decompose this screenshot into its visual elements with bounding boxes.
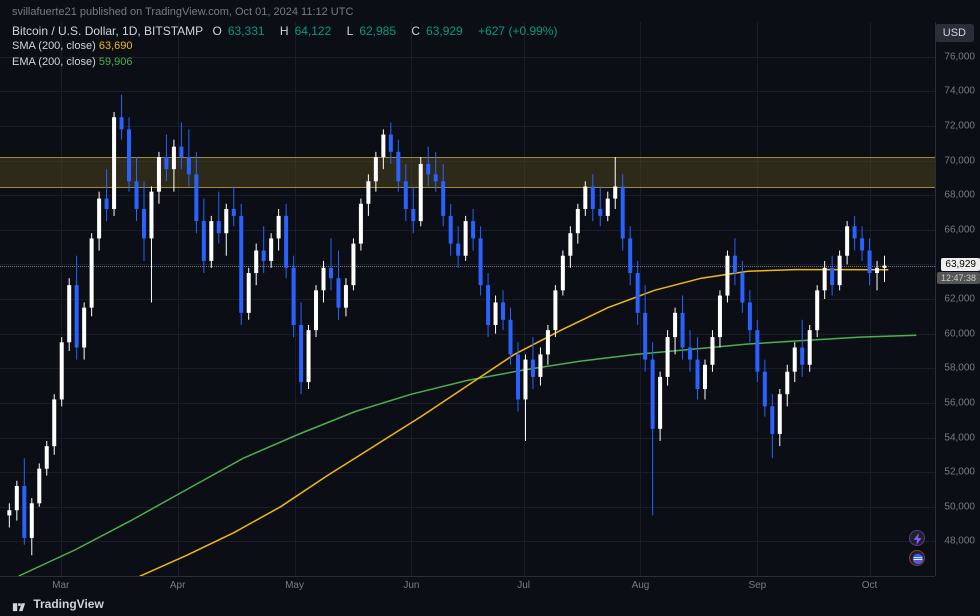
symbol-ohlc: Bitcoin / U.S. Dollar, 1D, BITSTAMP O63,… — [12, 24, 563, 38]
x-tick-label: Oct — [862, 580, 878, 591]
y-tick-label: 50,000 — [944, 501, 975, 512]
x-tick-label: Mar — [52, 580, 69, 591]
y-tick-label: 70,000 — [944, 155, 975, 166]
y-tick-label: 68,000 — [944, 190, 975, 201]
x-tick-label: Jul — [517, 580, 530, 591]
y-tick-label: 60,000 — [944, 328, 975, 339]
sma-indicator: SMA (200, close) 63,690 — [12, 40, 132, 52]
tradingview-logo[interactable]: TradingView — [12, 597, 104, 612]
y-tick-label: 76,000 — [944, 51, 975, 62]
flag-icon[interactable] — [909, 550, 925, 566]
y-tick-label: 48,000 — [944, 536, 975, 547]
x-tick-label: Apr — [170, 580, 186, 591]
y-tick-label: 58,000 — [944, 363, 975, 374]
y-tick-label: 52,000 — [944, 467, 975, 478]
publish-info: svillafuerte21 published on TradingView.… — [12, 6, 353, 18]
x-axis: Mar Apr May Jun Jul Aug Sep Oct — [0, 576, 935, 596]
y-tick-label: 74,000 — [944, 86, 975, 97]
ema-indicator: EMA (200, close) 59,906 — [12, 56, 132, 68]
y-axis: 48,000 50,000 52,000 54,000 56,000 58,000 60,0… — [935, 22, 980, 576]
y-tick-label: 62,000 — [944, 294, 975, 305]
x-tick-label: Sep — [748, 580, 766, 591]
symbol-name: Bitcoin / U.S. Dollar, 1D, BITSTAMP — [12, 24, 203, 38]
candlestick-chart — [0, 22, 935, 576]
y-tick-label: 72,000 — [944, 120, 975, 131]
price-change: +627 (+0.99%) — [478, 24, 557, 38]
chart-area[interactable]: Bitcoin / U.S. Dollar, 1D, BITSTAMP O63,… — [0, 22, 935, 576]
y-tick-label: 66,000 — [944, 224, 975, 235]
countdown-badge: 12:47:38 — [937, 272, 980, 284]
y-tick-label: 54,000 — [944, 432, 975, 443]
current-price-badge: 63,929 — [941, 258, 980, 271]
y-tick-label: 56,000 — [944, 397, 975, 408]
lightning-icon[interactable] — [909, 530, 925, 546]
x-tick-label: Jun — [403, 580, 419, 591]
x-tick-label: Aug — [632, 580, 650, 591]
x-tick-label: May — [285, 580, 304, 591]
